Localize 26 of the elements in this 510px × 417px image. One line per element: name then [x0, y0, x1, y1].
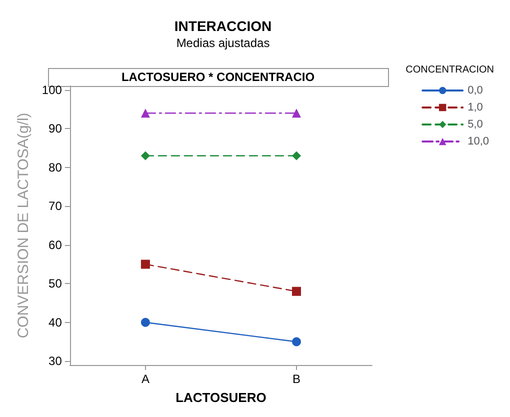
- x-tick-label: B: [292, 372, 300, 386]
- y-tick-label: 90: [48, 122, 62, 136]
- legend-label: 0,0: [468, 84, 483, 96]
- point: [292, 337, 301, 346]
- point: [292, 151, 301, 160]
- legend-label: 10,0: [468, 136, 490, 148]
- y-tick-label: 80: [48, 160, 62, 174]
- legend-label: 5,0: [468, 118, 483, 130]
- point: [140, 318, 150, 327]
- y-tick-label: 40: [48, 315, 62, 330]
- y-tick-label: 50: [48, 276, 62, 291]
- y-tick-label: 30: [48, 354, 62, 368]
- point: [292, 286, 301, 296]
- chart-subtitle: Medias ajustadas: [176, 36, 270, 50]
- legend-label: 1,0: [468, 102, 483, 114]
- point: [140, 151, 150, 160]
- y-tick-label: 70: [48, 199, 62, 214]
- y-axis-title: CONVERSION DE LACTOSA(g/l): [15, 112, 32, 338]
- x-axis-title: LACTOSUERO: [176, 390, 266, 405]
- chart-title: INTERACCION: [174, 18, 272, 34]
- point: [140, 260, 150, 269]
- text: LACTOSUERO * CONCENTRACIO: [121, 70, 315, 84]
- y-tick-label: 60: [48, 238, 62, 252]
- legend-title: CONCENTRACION: [406, 64, 494, 76]
- x-tick-label: A: [141, 372, 150, 386]
- y-tick-label: 100: [42, 82, 62, 97]
